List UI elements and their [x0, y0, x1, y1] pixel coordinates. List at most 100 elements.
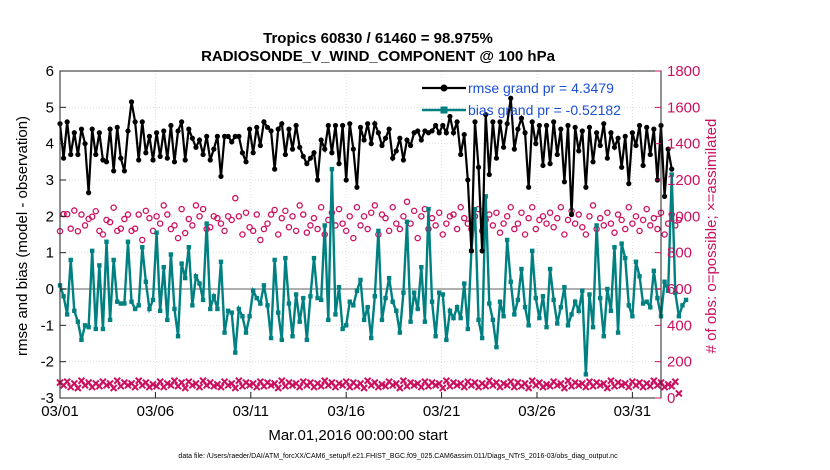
- rmse-point: [386, 126, 392, 132]
- y-left-tick-label: 3: [46, 172, 54, 189]
- obs-possible-marker: [410, 207, 418, 215]
- bias-point: [104, 239, 109, 244]
- rmse-point: [300, 153, 306, 159]
- bias-point: [190, 303, 195, 308]
- rmse-point: [196, 137, 203, 143]
- obs-possible-marker: [654, 225, 661, 233]
- bias-point: [437, 290, 442, 295]
- x-tick-label: 03/06: [137, 403, 175, 420]
- obs-assimilated-marker: [109, 384, 118, 392]
- rmse-point: [511, 146, 517, 152]
- rmse-point: [475, 164, 482, 170]
- obs-possible-marker: [96, 227, 103, 235]
- obs-possible-marker: [221, 227, 228, 235]
- obs-possible-marker: [382, 214, 389, 222]
- rmse-point: [629, 130, 635, 136]
- bias-point: [419, 265, 424, 270]
- bias-point: [673, 290, 678, 295]
- obs-possible-marker: [185, 215, 193, 223]
- obs-assimilated-marker: [507, 377, 515, 386]
- obs-possible-marker: [650, 214, 658, 222]
- bias-point: [372, 294, 378, 299]
- rmse-point: [433, 122, 439, 129]
- obs-possible-marker: [357, 222, 364, 229]
- obs-possible-marker: [561, 231, 568, 238]
- rmse-point: [622, 133, 628, 139]
- rmse-point: [136, 157, 142, 163]
- x-tick-label: 03/31: [614, 403, 652, 420]
- rmse-point: [572, 124, 578, 130]
- rmse-point: [329, 150, 335, 156]
- obs-possible-marker: [260, 225, 268, 233]
- rmse-point: [490, 119, 496, 125]
- rmse-point: [168, 122, 174, 129]
- rmse-point: [372, 121, 378, 127]
- bias-point: [508, 279, 513, 284]
- obs-possible-marker: [564, 216, 572, 224]
- bias-point: [376, 228, 381, 234]
- bias-point: [476, 317, 481, 323]
- bias-point: [422, 319, 428, 324]
- obs-possible-marker: [274, 231, 282, 238]
- rmse-point: [114, 124, 120, 130]
- legend-rmse-label: rmse grand pr = 4.3479: [468, 80, 614, 96]
- rmse-point: [182, 157, 188, 163]
- rmse-point: [515, 126, 521, 132]
- rmse-point: [429, 128, 435, 134]
- bias-point: [351, 303, 356, 308]
- y-left-tick-label: 1: [46, 245, 54, 262]
- obs-possible-marker: [307, 222, 314, 229]
- obs-possible-marker: [443, 220, 450, 227]
- y-right-tick-label: 400: [667, 317, 692, 334]
- rmse-point: [669, 166, 675, 172]
- obs-possible-marker: [614, 211, 622, 218]
- bias-point: [61, 294, 66, 299]
- bias-point: [576, 308, 581, 313]
- bias-point: [479, 335, 485, 341]
- bias-point: [125, 239, 131, 244]
- rmse-point: [415, 128, 421, 134]
- rmse-point: [508, 95, 514, 101]
- bias-point: [225, 308, 231, 313]
- obs-possible-marker: [300, 211, 307, 218]
- bias-point: [512, 312, 517, 317]
- rmse-point: [153, 130, 160, 136]
- obs-possible-marker: [629, 220, 636, 227]
- bias-point: [236, 306, 242, 312]
- obs-possible-marker: [596, 214, 604, 222]
- bias-point: [619, 241, 624, 246]
- rmse-point: [375, 130, 381, 136]
- obs-possible-marker: [106, 218, 114, 226]
- rmse-point: [382, 135, 389, 141]
- rmse-point: [272, 166, 278, 172]
- bias-point: [150, 297, 156, 303]
- bias-series-line: [58, 169, 688, 375]
- rmse-point: [322, 146, 328, 152]
- bias-point: [301, 295, 306, 301]
- obs-possible-marker: [232, 194, 239, 202]
- rmse-point: [551, 119, 557, 125]
- bias-point: [107, 317, 113, 323]
- bias-point: [605, 286, 610, 292]
- y-right-tick-label: 1600: [667, 99, 700, 116]
- obs-assimilated-marker: [195, 383, 204, 391]
- obs-possible-marker: [239, 231, 246, 238]
- obs-possible-marker: [160, 202, 167, 209]
- bias-point: [369, 335, 374, 341]
- rmse-point: [354, 184, 360, 190]
- rmse-point: [179, 119, 185, 125]
- rmse-point: [225, 133, 231, 139]
- obs-possible-marker: [550, 223, 557, 231]
- x-tick-label: 03/16: [327, 403, 365, 420]
- obs-possible-marker: [396, 225, 404, 233]
- rmse-point: [640, 162, 646, 169]
- rmse-point: [146, 133, 153, 139]
- bias-point: [304, 337, 310, 343]
- obs-possible-marker: [435, 209, 443, 216]
- obs-possible-marker: [235, 213, 243, 220]
- rmse-point: [379, 142, 385, 149]
- obs-possible-marker: [589, 202, 597, 209]
- obs-possible-marker: [521, 231, 529, 238]
- bias-point: [343, 323, 349, 328]
- rmse-point: [636, 122, 643, 129]
